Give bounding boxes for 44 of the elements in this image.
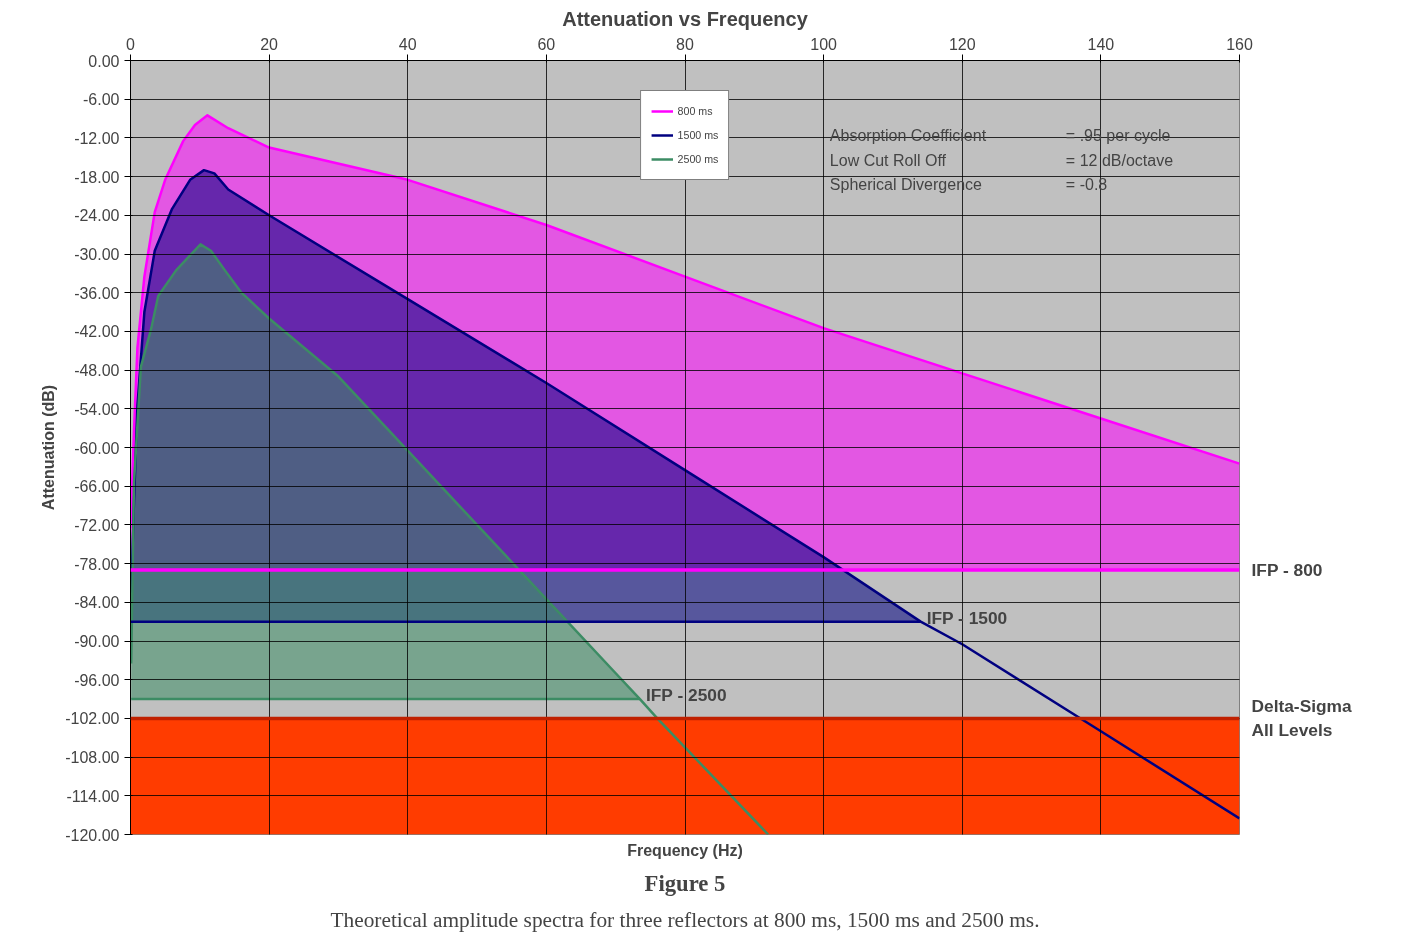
y-tick-label: -102.00 — [65, 710, 120, 728]
y-tick-label: -90.00 — [74, 633, 120, 650]
x-axis-title: Frequency (Hz) — [627, 841, 743, 859]
band-label: Delta-Sigma All Levels — [1251, 696, 1353, 741]
x-tick-label: 20 — [260, 35, 279, 53]
y-tick-label: -48.00 — [74, 362, 120, 380]
annotation: = 12 dB/octave — [1065, 151, 1174, 169]
x-tick-label: 120 — [948, 35, 976, 53]
text: Theoretical amplitude spectra for three reflectors at 800 ms, 1500 ms and 2500 ms. — [330, 907, 1040, 932]
y-tick-label: -114.00 — [66, 787, 120, 805]
x-tick-label: 60 — [537, 35, 556, 53]
y-tick-label: -84.00 — [74, 594, 120, 612]
y-tick-label: -30.00 — [74, 246, 120, 263]
y-tick-label: -24.00 — [74, 207, 120, 225]
y-tick-label: -6.00 — [83, 91, 120, 109]
x-tick-label: 40 — [398, 35, 417, 53]
y-tick-label: -108.00 — [65, 749, 120, 767]
y-tick-label: -66.00 — [74, 478, 120, 496]
y-tick-label: -54.00 — [74, 400, 120, 418]
y-tick-label: 0.00 — [88, 52, 120, 70]
x-tick-label: 160 — [1226, 35, 1253, 53]
annotation: IFP - 1500 — [926, 607, 1008, 628]
legend-label: 2500 ms — [677, 153, 719, 165]
ref-line-label: IFP - 800 — [1251, 560, 1323, 581]
y-tick-label: -96.00 — [74, 671, 120, 689]
legend-label: 800 ms — [677, 105, 713, 117]
x-tick-label: 0 — [126, 35, 136, 53]
x-tick-label: 100 — [810, 35, 838, 53]
y-tick-label: -36.00 — [74, 284, 120, 302]
y-tick-label: -60.00 — [74, 439, 120, 457]
x-tick-label: 140 — [1087, 35, 1115, 53]
y-tick-label: -120.00 — [65, 826, 120, 844]
legend-label: 1500 ms — [677, 129, 719, 141]
y-axis-title: Attenuation (dB) — [40, 384, 58, 511]
annotation: Low Cut Roll Off — [829, 151, 947, 169]
y-tick-label: -78.00 — [74, 555, 120, 573]
y-tick-label: -12.00 — [74, 129, 120, 147]
y-tick-label: -42.00 — [74, 323, 120, 341]
y-tick-label: -18.00 — [74, 168, 120, 186]
x-tick-label: 80 — [676, 35, 694, 53]
annotation: IFP - 2500 — [645, 685, 727, 706]
chart-title: Attenuation vs Frequency — [562, 7, 809, 30]
y-tick-label: -72.00 — [74, 516, 120, 534]
caption: Figure 5 — [644, 870, 726, 896]
